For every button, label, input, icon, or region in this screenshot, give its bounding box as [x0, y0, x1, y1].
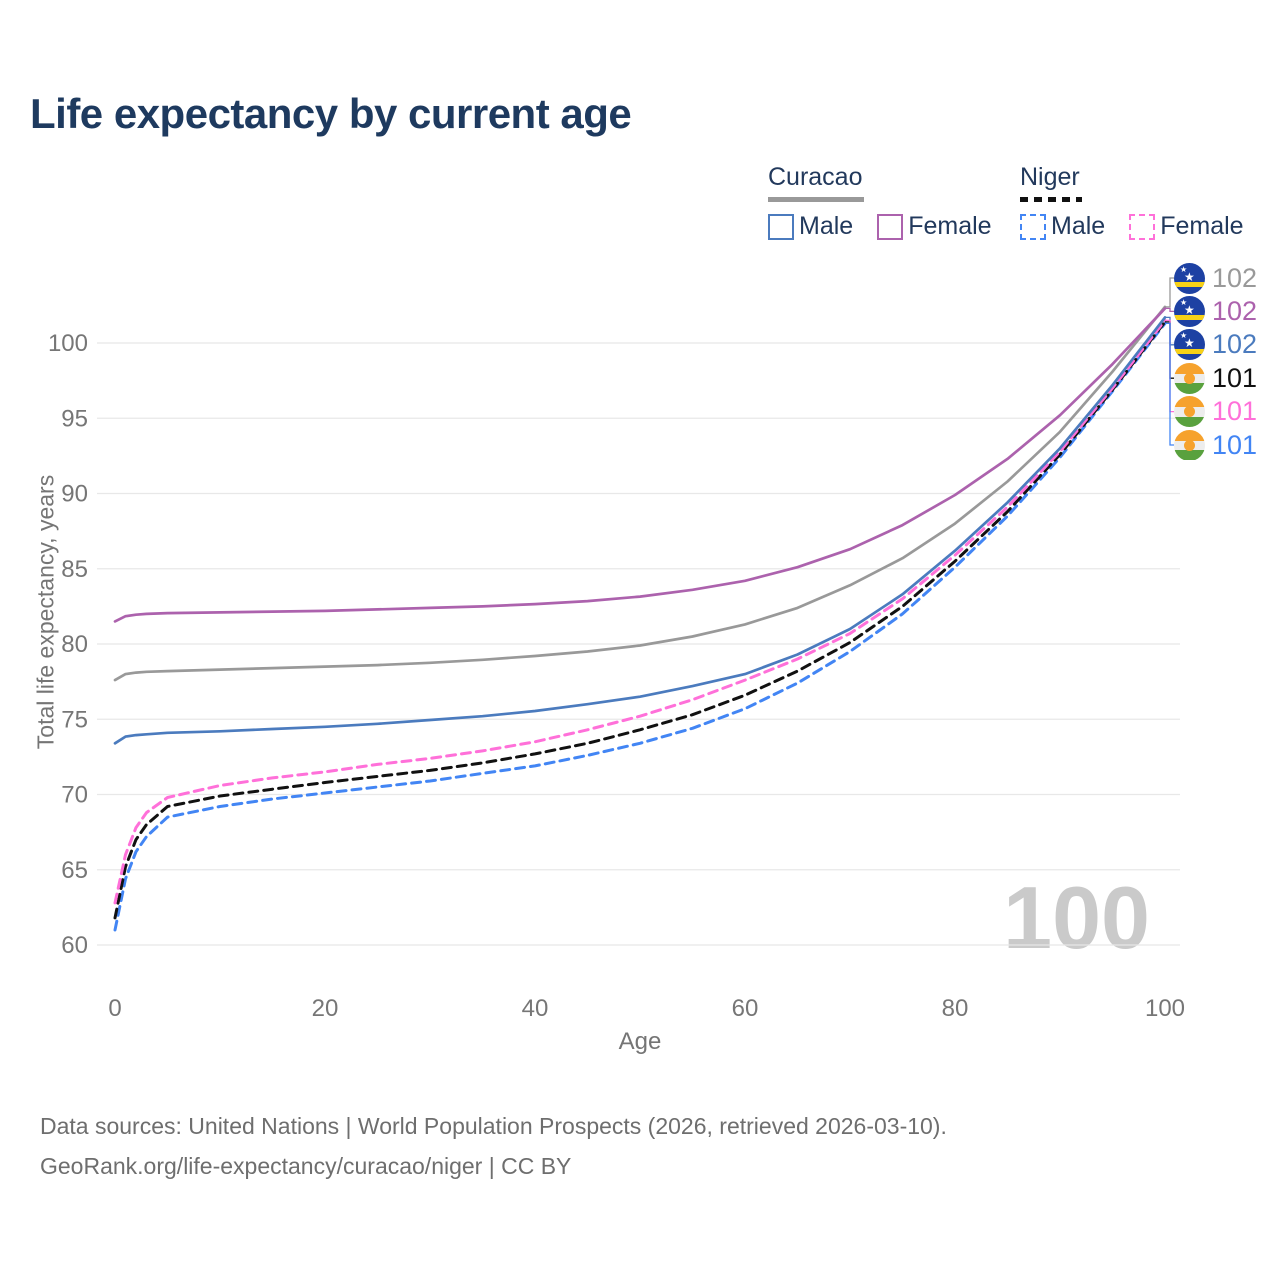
legend-item-niger-female[interactable]: Female: [1129, 212, 1244, 241]
legend-swatch: [1129, 213, 1156, 240]
end-value-niger-all: 101: [1212, 362, 1258, 393]
y-tick-label-60: 60: [61, 932, 88, 959]
x-tick-label-20: 20: [312, 995, 339, 1022]
y-tick-label-75: 75: [61, 706, 88, 733]
end-label-niger-male: 101: [1174, 429, 1257, 461]
x-axis-title: Age: [618, 1028, 662, 1055]
x-tick-label-40: 40: [522, 995, 549, 1022]
end-label-curacao-female: ★ ★ 102: [1174, 295, 1257, 327]
niger-linestyle-swatch: [1020, 197, 1082, 202]
end-label-connector-curacao-female: [1165, 307, 1174, 313]
legend-country-niger[interactable]: Niger: [1020, 163, 1080, 191]
y-tick-label-65: 65: [61, 857, 88, 884]
end-value-niger-female: 101: [1212, 396, 1258, 427]
y-tick-label-90: 90: [61, 481, 88, 508]
end-value-curacao-male: 102: [1212, 329, 1258, 360]
legend-items-niger: Male Female: [1020, 212, 1244, 241]
legend-item-curacao-male[interactable]: Male: [768, 212, 853, 241]
line-niger-all[interactable]: [113, 320, 1167, 920]
legend-group-niger: Niger Male Female: [1020, 163, 1244, 241]
end-label-connector-niger-male: [1165, 322, 1174, 446]
curacao-flag-icon: ★ ★: [1174, 295, 1205, 327]
end-label-curacao-all: ★ ★ 102: [1174, 262, 1257, 294]
x-tick-label-60: 60: [732, 995, 759, 1022]
y-axis-title: Total life expectancy, years: [32, 474, 59, 750]
current-age-watermark: 100: [1003, 868, 1150, 967]
line-curacao-all[interactable]: [113, 305, 1167, 682]
curacao-flag-icon: ★ ★: [1174, 262, 1205, 294]
curacao-linestyle-swatch: [768, 197, 864, 202]
x-tick-label-100: 100: [1145, 995, 1185, 1022]
legend-item-curacao-female[interactable]: Female: [877, 212, 992, 241]
y-tick-label-85: 85: [61, 556, 88, 583]
end-value-niger-male: 101: [1212, 429, 1258, 460]
legend-item-label: Male: [1051, 212, 1106, 240]
curacao-flag-icon: ★ ★: [1174, 329, 1205, 361]
legend-item-label: Female: [908, 212, 992, 240]
line-curacao-male[interactable]: [113, 316, 1167, 745]
y-tick-label-70: 70: [61, 782, 88, 809]
footer-data-sources: Data sources: United Nations | World Pop…: [40, 1113, 947, 1139]
niger-flag-icon: [1174, 362, 1205, 394]
niger-flag-icon: [1174, 396, 1205, 428]
y-tick-label-100: 100: [48, 330, 88, 357]
legend-swatch: [768, 213, 794, 240]
footer-source-url: GeoRank.org/life-expectancy/curacao/nige…: [40, 1153, 572, 1179]
page-title: Life expectancy by current age: [30, 90, 632, 137]
end-label-niger-female: 101: [1174, 396, 1257, 428]
footer: Data sources: United Nations | World Pop…: [40, 1106, 947, 1186]
end-label-curacao-male: ★ ★ 102: [1174, 329, 1257, 361]
legend-swatch: [1020, 213, 1046, 240]
legend-country-curacao[interactable]: Curacao: [768, 163, 863, 191]
niger-flag-icon: [1174, 429, 1205, 461]
line-niger-male[interactable]: [113, 321, 1167, 932]
end-value-curacao-all: 102: [1212, 262, 1258, 293]
y-tick-label-80: 80: [61, 631, 88, 658]
legend-item-label: Female: [1160, 212, 1244, 240]
x-tick-label-0: 0: [108, 995, 121, 1022]
legend-item-label: Male: [799, 212, 854, 240]
end-label-connector-curacao-all: [1165, 277, 1174, 308]
legend-items-curacao: Male Female: [768, 212, 992, 241]
x-tick-label-80: 80: [942, 995, 969, 1022]
line-curacao-female[interactable]: [113, 307, 1167, 623]
y-tick-label-95: 95: [61, 405, 88, 432]
legend-swatch: [877, 213, 904, 240]
legend-item-niger-male[interactable]: Male: [1020, 212, 1105, 241]
legend-group-curacao: Curacao Male Female: [768, 163, 992, 241]
end-label-niger-all: 101: [1174, 362, 1257, 394]
end-value-curacao-female: 102: [1212, 295, 1258, 326]
